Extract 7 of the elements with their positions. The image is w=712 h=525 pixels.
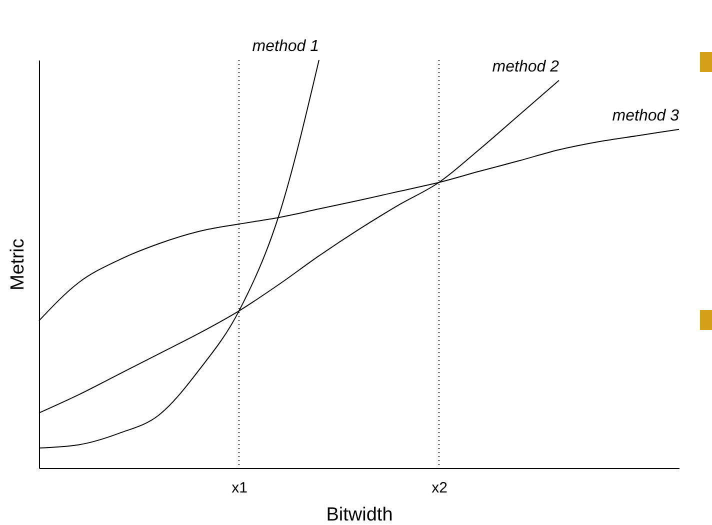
x-tick-label: x1 xyxy=(232,480,248,496)
series-label: method 2 xyxy=(492,58,560,76)
x-axis-title: Bitwidth xyxy=(326,504,393,525)
series-label: method 3 xyxy=(612,107,680,124)
y-axis-title: Metric xyxy=(8,238,28,290)
series-label: method 1 xyxy=(252,38,319,55)
x-tick-label: x2 xyxy=(432,480,448,496)
